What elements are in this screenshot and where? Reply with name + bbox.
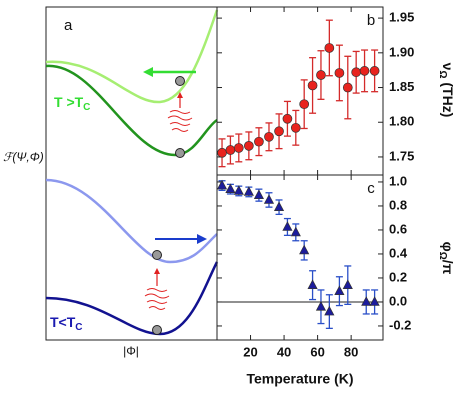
marker [351, 67, 362, 78]
y-axis-label: νΩ (THz) [437, 63, 456, 118]
curve-low-t-light [45, 178, 218, 264]
y-tick-label: 1.90 [389, 44, 414, 59]
arrow-head [154, 268, 160, 274]
marker [225, 145, 236, 155]
marker [361, 296, 372, 306]
marker [282, 221, 293, 231]
marker [254, 136, 264, 147]
marker [316, 70, 326, 80]
marker [273, 201, 285, 212]
high-t-sub: C [83, 102, 90, 113]
plot-frame [216, 174, 384, 341]
state-ball [175, 148, 185, 158]
high-t-label: T >TC [54, 94, 90, 113]
x-axis-label: Temperature (K) [246, 371, 353, 387]
y-axis-label-part: Ω [437, 70, 448, 78]
y-tick-label: -0.2 [389, 317, 411, 332]
y-tick-label: 1.0 [389, 173, 407, 188]
marker [359, 66, 370, 76]
y-tick-label: 1.80 [389, 114, 414, 129]
low-t-sub: C [75, 322, 82, 333]
marker [369, 66, 380, 76]
y-tick-label: 0.0 [389, 293, 407, 308]
marker [217, 147, 227, 158]
marker [324, 43, 335, 53]
state-ball [152, 250, 162, 260]
y-tick-label: 1.75 [389, 148, 414, 163]
marker [369, 296, 380, 306]
marker [299, 244, 310, 255]
arrow-head [143, 67, 153, 77]
state-ball [175, 76, 185, 86]
marker [225, 183, 236, 194]
y-tick-label: 1.95 [389, 10, 414, 25]
marker [342, 279, 353, 290]
x-tick-label: 20 [243, 344, 257, 359]
y-tick-label: 1.85 [389, 79, 414, 94]
low-t-label: T<TC [50, 314, 83, 333]
marker [290, 226, 301, 237]
panel-label: b [367, 12, 375, 29]
curve-high-t-light [45, 9, 219, 104]
y-axis-label-part: φ [440, 242, 456, 252]
panel-label: a [64, 17, 73, 34]
state-ball [152, 325, 162, 335]
marker [253, 189, 265, 200]
marker [243, 186, 254, 196]
marker [290, 122, 301, 133]
y-axis-label-part: /π [440, 260, 456, 275]
high-t-text: T >T [54, 94, 84, 110]
marker [264, 131, 274, 142]
marker [342, 82, 353, 93]
marker [324, 305, 335, 316]
marker [334, 285, 345, 296]
marker [282, 113, 293, 124]
curve-high-t [45, 64, 218, 157]
marker [244, 140, 254, 151]
low-t-text: T<T [50, 314, 76, 330]
panel-a-frame [45, 6, 218, 341]
marker [233, 185, 244, 195]
x-tick-label: 60 [310, 344, 324, 359]
arrow-head [197, 234, 207, 244]
panel-label: c [367, 180, 375, 197]
wave-packet [167, 110, 193, 132]
marker [334, 68, 345, 78]
arrow-head [177, 92, 183, 98]
marker [216, 179, 228, 190]
y-tick-label: 0.8 [389, 197, 407, 212]
y-axis-label-part: ν [440, 63, 456, 71]
wave-packet [144, 288, 170, 310]
x-axis-label: |Φ| [123, 344, 139, 358]
x-tick-label: 80 [344, 344, 358, 359]
marker [263, 194, 275, 204]
x-tick-label: 40 [277, 344, 291, 359]
marker [233, 143, 244, 153]
y-axis-label: ℱ(Ψ,Φ) [3, 150, 44, 164]
y-axis-label: φΩ/π [437, 242, 456, 275]
y-tick-label: 0.6 [389, 221, 407, 236]
y-axis-label-part: (THz) [440, 78, 456, 117]
marker [307, 80, 318, 91]
marker [299, 99, 310, 110]
marker [274, 126, 284, 137]
y-tick-label: 0.2 [389, 269, 407, 284]
marker [307, 279, 318, 290]
marker [315, 301, 327, 311]
y-tick-label: 0.4 [389, 245, 408, 260]
y-axis-label-part: Ω [437, 252, 448, 260]
